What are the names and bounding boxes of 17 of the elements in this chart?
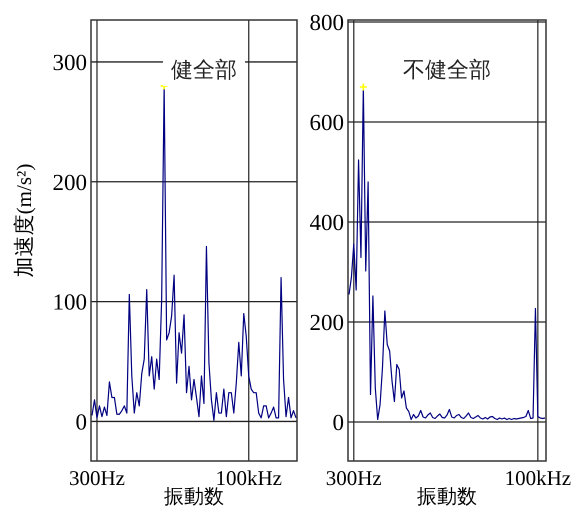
text: 不健全部 [403,57,491,82]
y-tick-label: 0 [332,410,344,435]
y-tick-label: 800 [310,10,344,35]
y-tick-label: 200 [52,170,87,195]
x-tick-label: 300Hz [326,466,382,490]
y-tick-label: 0 [76,409,87,434]
x-tick-label: 300Hz [68,466,125,490]
y-tick-label: 200 [310,310,344,335]
y-tick-label: 400 [310,210,344,235]
text: 健全部 [171,57,237,82]
y-axis-title: 加速度(m/s²) [12,164,36,278]
x-axis-title: 振動数 [417,486,477,507]
x-tick-label: 100kHz [504,466,572,490]
y-tick-label: 300 [52,50,87,75]
y-tick-label: 600 [310,110,344,135]
x-axis-title: 振動数 [164,486,224,507]
y-tick-label: 100 [52,290,87,315]
